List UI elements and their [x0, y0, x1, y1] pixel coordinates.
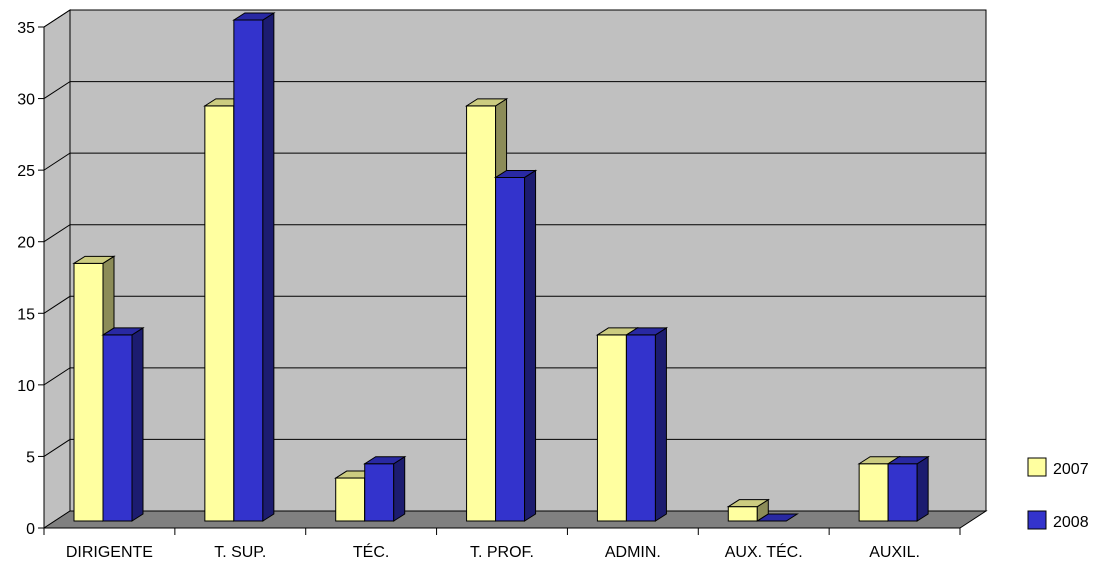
bar-2007-5: [726, 498, 771, 522]
side-wall: [43, 9, 71, 529]
bars: [72, 12, 930, 522]
x-tick-label: AUX. TÉC.: [725, 542, 803, 561]
legend: 2007 2008: [1027, 457, 1089, 531]
gridline: [43, 81, 986, 99]
gridline: [43, 438, 986, 457]
x-tick-label: T. SUP.: [214, 544, 266, 561]
bar-2008-1: [232, 12, 276, 522]
y-tick-label: 25: [17, 163, 35, 180]
axes: [38, 26, 961, 535]
bar-2008-5: [755, 513, 800, 522]
legend-swatch-2008: [1027, 510, 1047, 530]
x-tick-label: T. PROF.: [470, 544, 534, 561]
y-tick-label: 0: [26, 521, 35, 538]
bar-2008-4: [624, 327, 669, 522]
bar-2008-6: [886, 455, 930, 522]
y-tick-labels: 0 5 10 15 20 25 30 35: [17, 20, 35, 538]
legend-label-2007: 2007: [1053, 461, 1089, 478]
legend-label-2008: 2008: [1053, 514, 1089, 531]
x-category-labels: DIRIGENTE T. SUP. TÉC. T. PROF. ADMIN. AUX. T…: [66, 542, 920, 561]
y-tick-label: 20: [17, 235, 35, 252]
y-tick-label: 10: [17, 378, 35, 395]
gridlines: [43, 9, 986, 457]
gridline: [43, 9, 986, 28]
y-tick-label: 30: [17, 92, 35, 109]
y-tick-label: 5: [26, 449, 35, 466]
legend-swatch-2007: [1027, 457, 1047, 477]
bar-2008-0: [101, 327, 145, 522]
x-tick-label: TÉC.: [353, 542, 389, 561]
gridline: [43, 295, 986, 314]
y-tick-label: 35: [17, 20, 35, 37]
gridline: [43, 367, 986, 386]
bar-2008-3: [493, 169, 538, 522]
x-tick-label: ADMIN.: [605, 544, 661, 561]
bar-2008-2: [362, 455, 407, 522]
y-tick-label: 15: [17, 306, 35, 323]
x-tick-label: AUXIL.: [869, 544, 920, 561]
x-tick-label: DIRIGENTE: [66, 544, 153, 561]
gridline: [43, 224, 986, 243]
gridline: [43, 152, 986, 171]
